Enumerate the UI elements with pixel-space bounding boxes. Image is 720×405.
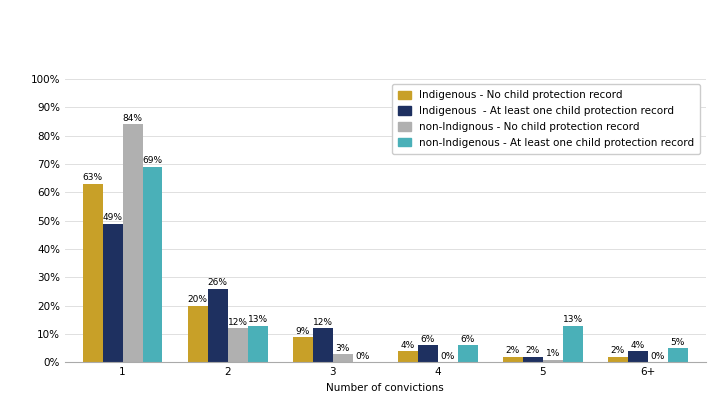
Text: 63%: 63%	[83, 173, 103, 182]
Bar	[143, 167, 163, 362]
Bar	[103, 224, 122, 362]
Text: 26%: 26%	[207, 278, 228, 288]
Text: 5%: 5%	[670, 338, 685, 347]
Bar	[333, 354, 353, 362]
Bar	[398, 351, 418, 362]
Bar	[458, 345, 477, 362]
Text: 6%: 6%	[461, 335, 475, 344]
Text: 13%: 13%	[562, 315, 582, 324]
Bar	[188, 306, 207, 362]
Text: 20%: 20%	[188, 295, 207, 305]
X-axis label: Number of convictions: Number of convictions	[326, 383, 444, 393]
Bar	[628, 351, 648, 362]
Bar	[248, 326, 268, 362]
Bar	[543, 360, 563, 362]
Text: DEPARTMENT OF THE ATTORNEY-GENERAL AND JUSTICE: DEPARTMENT OF THE ATTORNEY-GENERAL AND J…	[14, 381, 384, 394]
Text: 12%: 12%	[228, 318, 248, 327]
Bar	[667, 348, 688, 362]
Text: 2%: 2%	[611, 346, 625, 356]
Text: Northern
Territory
Government: Northern Territory Government	[27, 38, 74, 69]
Text: 2%: 2%	[526, 346, 540, 356]
Bar	[503, 357, 523, 362]
Text: 4%: 4%	[400, 341, 415, 350]
Text: 2%: 2%	[505, 346, 520, 356]
Legend: Indigenous - No child protection record, Indigenous  - At least one child protec: Indigenous - No child protection record,…	[392, 84, 701, 154]
Bar	[563, 326, 582, 362]
Text: 6%: 6%	[420, 335, 435, 344]
Text: 4%: 4%	[631, 341, 645, 350]
Text: 3%: 3%	[336, 343, 350, 352]
Text: 0%: 0%	[441, 352, 455, 361]
Bar	[418, 345, 438, 362]
Text: Violent Offences (ANZSOC Division 01 to 06): Violent Offences (ANZSOC Division 01 to …	[130, 42, 566, 60]
Text: 12%: 12%	[312, 318, 333, 327]
Bar	[523, 357, 543, 362]
Bar	[122, 124, 143, 362]
Text: 69%: 69%	[143, 156, 163, 165]
Text: 13%: 13%	[248, 315, 268, 324]
Text: 9%: 9%	[295, 326, 310, 335]
Text: ✿: ✿	[39, 13, 62, 41]
Bar	[608, 357, 628, 362]
Text: 0%: 0%	[356, 352, 370, 361]
Bar	[228, 328, 248, 362]
Text: Proportion of Repeat Convictions by Indigenous Status:: Proportion of Repeat Convictions by Indi…	[130, 16, 676, 34]
Bar	[293, 337, 312, 362]
Bar	[207, 289, 228, 362]
Text: 49%: 49%	[102, 213, 122, 222]
Text: 84%: 84%	[122, 114, 143, 123]
Text: 1%: 1%	[546, 349, 560, 358]
Bar	[312, 328, 333, 362]
Bar	[83, 184, 103, 362]
Text: 0%: 0%	[651, 352, 665, 361]
